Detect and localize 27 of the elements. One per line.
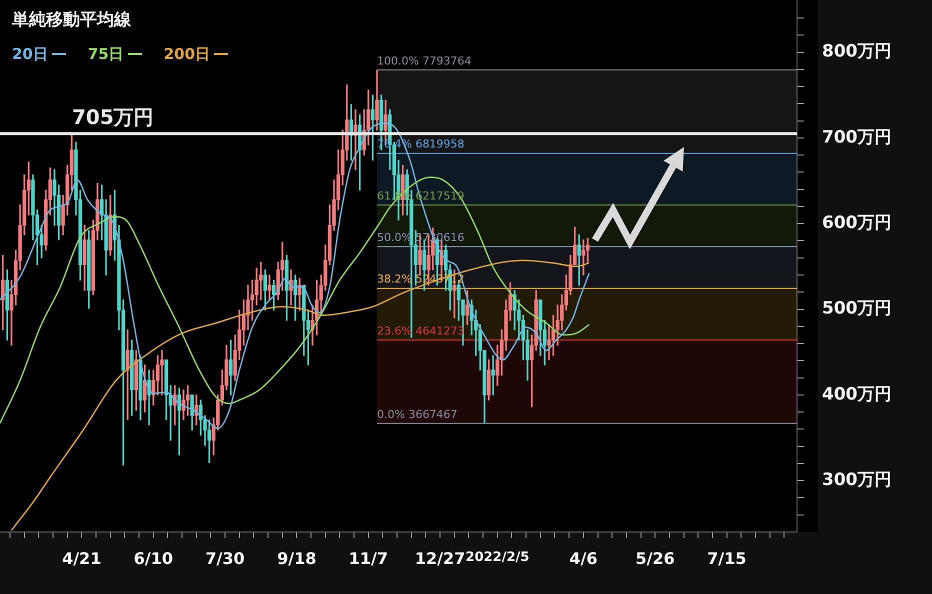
y-tick-label: 500万円 (822, 298, 892, 319)
x-tick-label: 4/21 (62, 548, 102, 568)
series-label: 0.0% 3667467 (377, 408, 458, 421)
line-series (0, 176, 590, 424)
candlestick (268, 274, 272, 300)
x-tick-label: 12/27 (414, 548, 466, 568)
ref-line-label: 705万円 (72, 104, 154, 129)
candlestick (160, 350, 164, 396)
series-label: 100.0% 7793764 (377, 54, 472, 68)
x-tick-label: 9/18 (277, 548, 316, 568)
candlestick (126, 329, 130, 420)
y-tick-label: 400万円 (822, 384, 892, 404)
y-tick-label: 300万円 (822, 470, 892, 490)
x-tick-label: 4/6 (569, 548, 598, 568)
x-tick-label: 11/7 (348, 548, 388, 568)
legend-label: 200日 (164, 44, 210, 64)
x-tick-label: 6/10 (134, 548, 174, 568)
legend-label: 20日 (12, 44, 48, 64)
y-tick-label: 800万円 (822, 42, 892, 62)
y-tick-label: 700万円 (822, 127, 892, 148)
x-tick-label: 5/26 (635, 548, 675, 568)
text: 単純移動平均線 (12, 9, 131, 31)
y-tick-label: 600万円 (822, 213, 892, 234)
x-tick-label: 2022/2/5 (466, 550, 530, 566)
legend-label: 75日 (88, 44, 124, 64)
x-tick-label: 7/30 (205, 548, 245, 568)
x-tick-label: 7/15 (707, 548, 746, 568)
